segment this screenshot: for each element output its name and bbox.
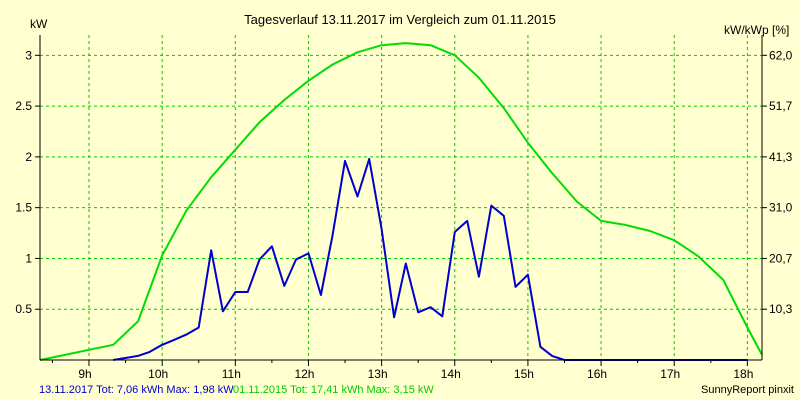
- axes: [35, 35, 767, 366]
- x-tick-label: 11h: [222, 367, 241, 381]
- x-tick-label: 14h: [441, 367, 461, 381]
- x-tick-label: 13h: [368, 367, 388, 381]
- y-tick-label-right: 41,3: [769, 150, 793, 164]
- series-line-13-11-2017: [113, 157, 748, 361]
- y-tick-label-left: 2: [25, 150, 32, 164]
- y-tick-label-left: 0.5: [15, 302, 32, 316]
- x-tick-label: 9h: [78, 367, 91, 381]
- series-lines: [39, 42, 763, 361]
- chart-title: Tagesverlauf 13.11.2017 im Vergleich zum…: [244, 12, 556, 27]
- y-tick-label-right: 31,0: [769, 201, 793, 215]
- y-tick-label-right: 10,3: [769, 302, 793, 316]
- legend-2015: 01.11.2015 Tot: 17,41 kWh Max: 3,15 kW: [233, 384, 434, 396]
- x-tick-label: 15h: [514, 367, 534, 381]
- y-tick-label-left: 3: [25, 48, 32, 62]
- y-tick-label-right: 20,7: [769, 251, 793, 265]
- series-line-01-11-2015: [39, 42, 763, 361]
- y-tick-label-left: 2.5: [15, 99, 32, 113]
- x-tick-label: 10h: [148, 367, 168, 381]
- legend-2017: 13.11.2017 Tot: 7,06 kWh Max: 1,98 kW: [39, 384, 234, 396]
- x-tick-label: 17h: [660, 367, 680, 381]
- y-tick-label-left: 1.5: [15, 201, 32, 215]
- grid: [40, 35, 762, 360]
- credit-text: SunnyReport pinxit: [701, 384, 794, 396]
- y-axis-right-label: kW/kWp [%]: [724, 23, 789, 37]
- y-tick-label-left: 1: [25, 251, 32, 265]
- y-axis-left-label: kW: [30, 17, 48, 31]
- y-tick-label-right: 62,0: [769, 48, 793, 62]
- x-tick-label: 12h: [294, 367, 314, 381]
- tick-labels: 9h 10h 11h 12h 13h 14h 15h 16h 17h 18h 0.5 10,3 1 20,…: [15, 48, 792, 381]
- x-tick-label: 16h: [587, 367, 607, 381]
- x-tick-label: 18h: [733, 367, 753, 381]
- y-tick-label-right: 51,7: [769, 99, 793, 113]
